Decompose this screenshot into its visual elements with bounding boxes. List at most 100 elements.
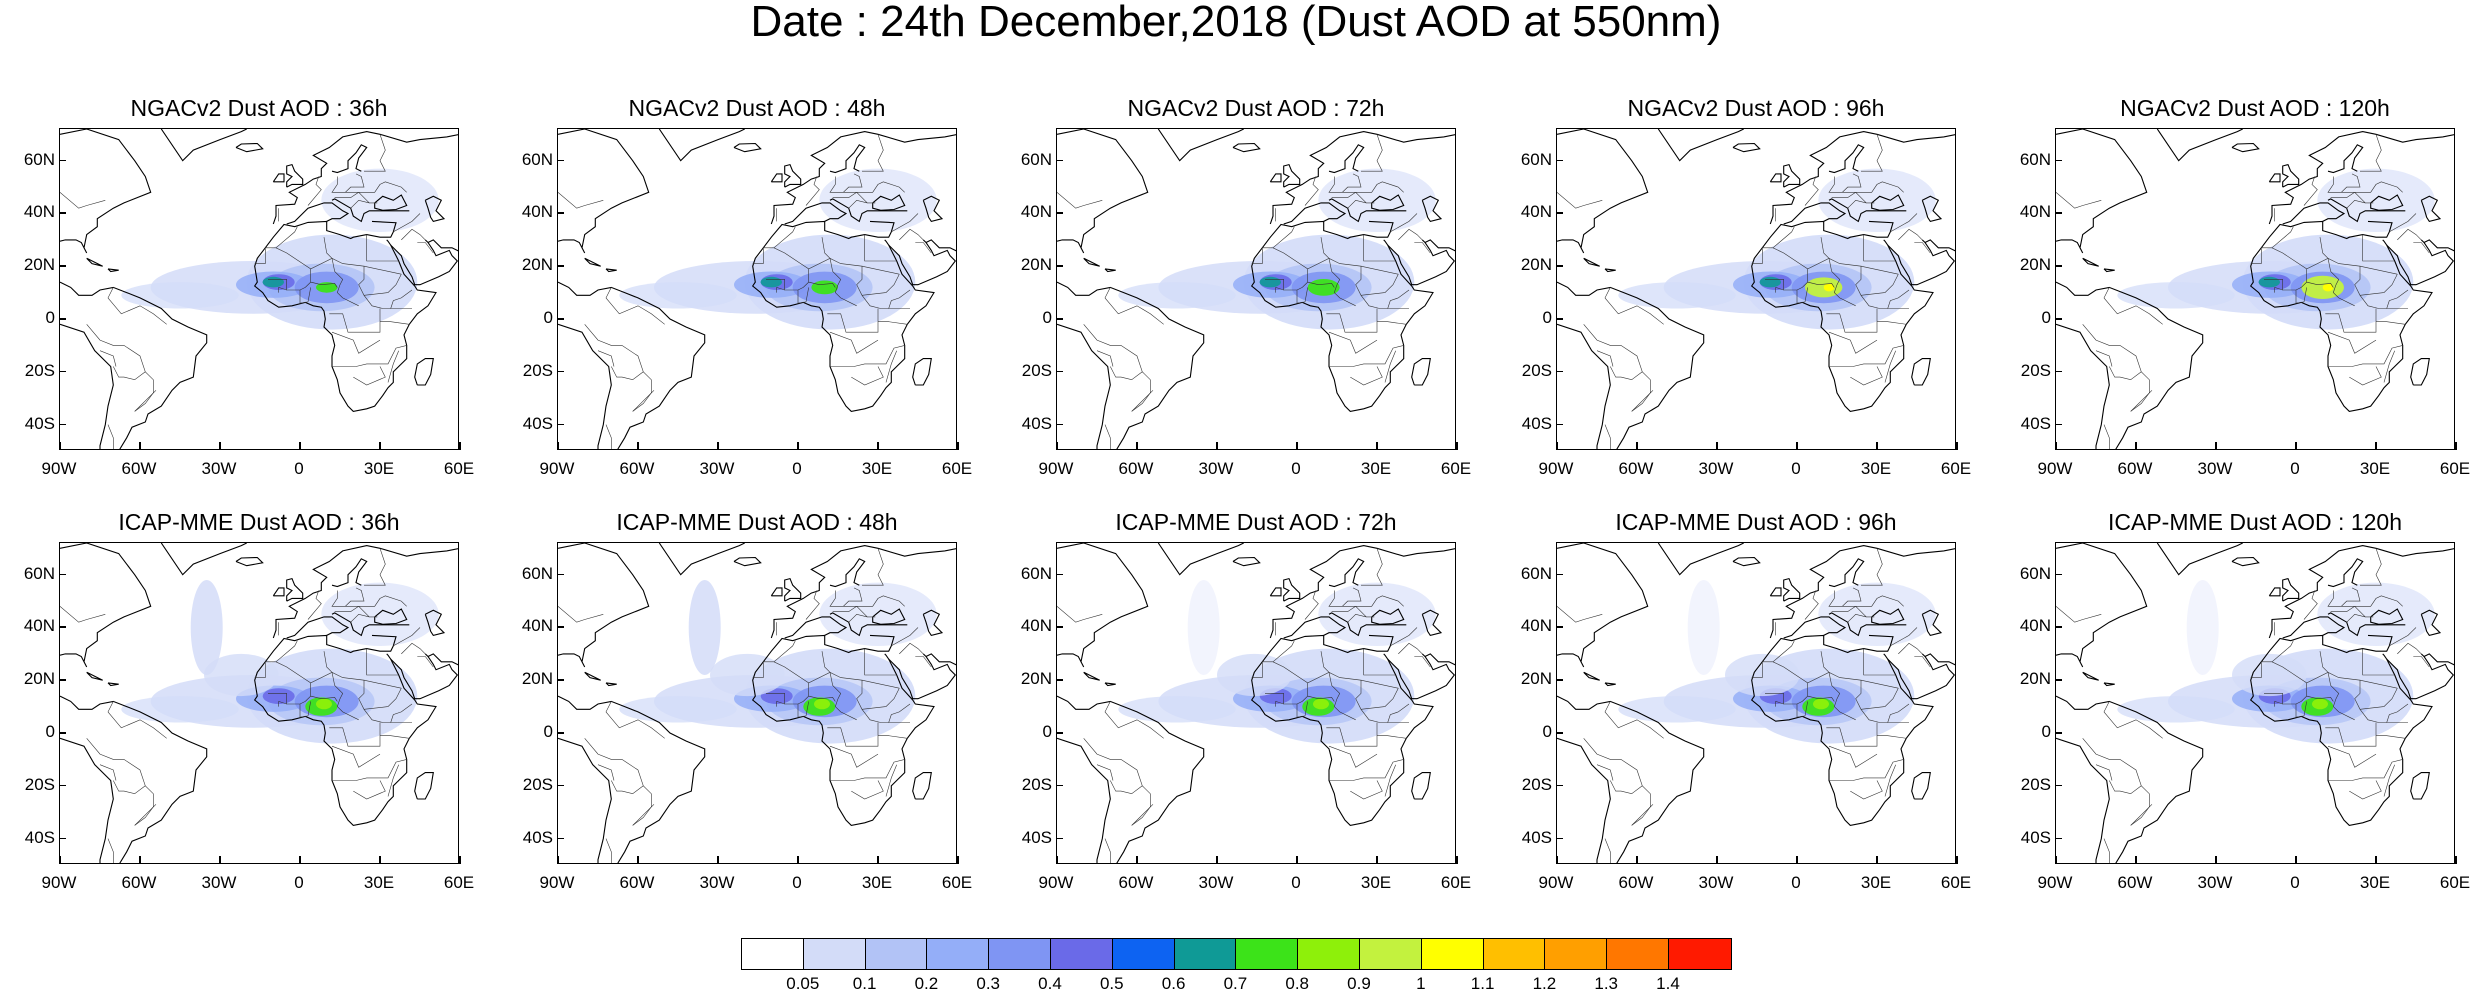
- latitude-tick: [1056, 212, 1063, 214]
- map-frame: [1056, 542, 1456, 864]
- colorbar-swatch: [1545, 939, 1608, 969]
- longitude-tick: [1296, 442, 1298, 450]
- country-border: [848, 199, 868, 209]
- country-border: [2360, 548, 2382, 586]
- country-border: [1363, 234, 1396, 262]
- coastline: [1911, 772, 1931, 800]
- country-border: [329, 308, 381, 333]
- coastline: [658, 129, 745, 162]
- coastline: [286, 163, 304, 188]
- longitude-tick: [1056, 442, 1058, 450]
- country-border: [1390, 627, 1418, 647]
- coastline: [2056, 695, 2204, 863]
- country-border: [363, 265, 402, 275]
- coastline: [1283, 163, 1301, 188]
- coastline: [2282, 202, 2346, 225]
- coastline: [414, 772, 434, 800]
- country-border: [1414, 656, 1431, 668]
- country-border: [1104, 701, 1164, 739]
- latitude-label: 40N: [23, 616, 55, 636]
- country-border: [1850, 780, 1883, 800]
- coastline: [922, 195, 944, 223]
- country-border: [2349, 366, 2382, 386]
- country-border: [1914, 656, 1931, 668]
- map-panel: NGACv2 Dust AOD : 72h 60N 40N 20N 0 20S 40S 90W…: [1021, 95, 1471, 478]
- longitude-tick: [637, 442, 639, 450]
- country-border: [1265, 279, 1308, 291]
- coastline: [784, 616, 848, 639]
- coastline: [829, 612, 908, 637]
- longitude-tick: [1956, 856, 1958, 864]
- coastline: [1371, 608, 1405, 625]
- coastline: [1557, 695, 1705, 863]
- country-border: [1884, 764, 1896, 797]
- panel-title: ICAP-MME Dust AOD : 48h: [616, 509, 898, 535]
- latitude-tick: [1556, 370, 1563, 373]
- longitude-tick: [1876, 442, 1878, 450]
- country-border: [2389, 213, 2417, 233]
- country-border: [363, 688, 402, 710]
- country-border: [86, 738, 154, 826]
- country-border: [1265, 693, 1308, 705]
- longitude-tick: [957, 856, 959, 864]
- longitude-label: 0: [294, 873, 304, 892]
- coastline: [1557, 129, 1649, 254]
- longitude-tick: [1956, 442, 1958, 450]
- country-border: [848, 613, 868, 623]
- coastline: [1057, 737, 1111, 863]
- coastline: [1783, 577, 1801, 602]
- dust-aod-patch: [814, 698, 830, 710]
- country-border: [915, 656, 932, 668]
- dust-aod-patch: [1805, 277, 1843, 298]
- colorbar-swatch: [803, 939, 866, 969]
- coastline: [1887, 653, 1955, 700]
- colorbar-swatch: [1050, 939, 1113, 969]
- latitude-tick: [2055, 370, 2062, 373]
- latitude-tick: [59, 318, 66, 320]
- longitude-label: 0: [792, 459, 802, 478]
- coastline: [1769, 545, 1955, 639]
- latitude-tick: [59, 679, 66, 681]
- country-border: [2362, 234, 2395, 262]
- country-border: [1860, 265, 1899, 275]
- longitude-tick: [1216, 856, 1218, 864]
- country-border: [584, 324, 652, 412]
- coastline: [1083, 671, 1100, 681]
- coastline: [2423, 239, 2454, 252]
- country-border: [773, 640, 796, 663]
- colorbar-label: 1.1: [1470, 974, 1495, 993]
- coastline: [558, 323, 612, 449]
- coastline: [235, 556, 264, 567]
- latitude-tick: [1556, 423, 1563, 426]
- latitude-label: 0: [2041, 308, 2051, 328]
- country-border: [363, 679, 402, 689]
- coastline: [872, 194, 906, 211]
- country-border: [107, 838, 114, 863]
- longitude-tick: [877, 442, 879, 450]
- country-border: [2130, 804, 2153, 826]
- longitude-tick: [2215, 856, 2217, 864]
- country-border: [1898, 642, 1923, 655]
- country-border: [1390, 213, 1418, 233]
- coastline: [60, 281, 208, 449]
- coastline: [770, 173, 783, 183]
- dust-aod-patch: [2312, 698, 2328, 710]
- coastline: [1328, 612, 1407, 637]
- latitude-tick: [59, 212, 66, 214]
- coastline: [414, 358, 434, 386]
- coastline: [2410, 772, 2430, 800]
- coastline: [2268, 587, 2281, 597]
- map-frame: [59, 128, 459, 450]
- country-border: [275, 640, 298, 663]
- country-border: [2327, 745, 2377, 768]
- longitude-tick: [2295, 442, 2297, 450]
- coastline: [1421, 609, 1443, 637]
- country-border: [1796, 287, 1808, 304]
- latitude-label: 40N: [521, 616, 553, 636]
- longitude-tick: [139, 442, 141, 450]
- latitude-tick: [2055, 318, 2062, 320]
- latitude-label: 60N: [521, 563, 553, 583]
- country-border: [1307, 268, 1335, 288]
- country-border: [1860, 274, 1899, 296]
- coastline: [2370, 608, 2404, 625]
